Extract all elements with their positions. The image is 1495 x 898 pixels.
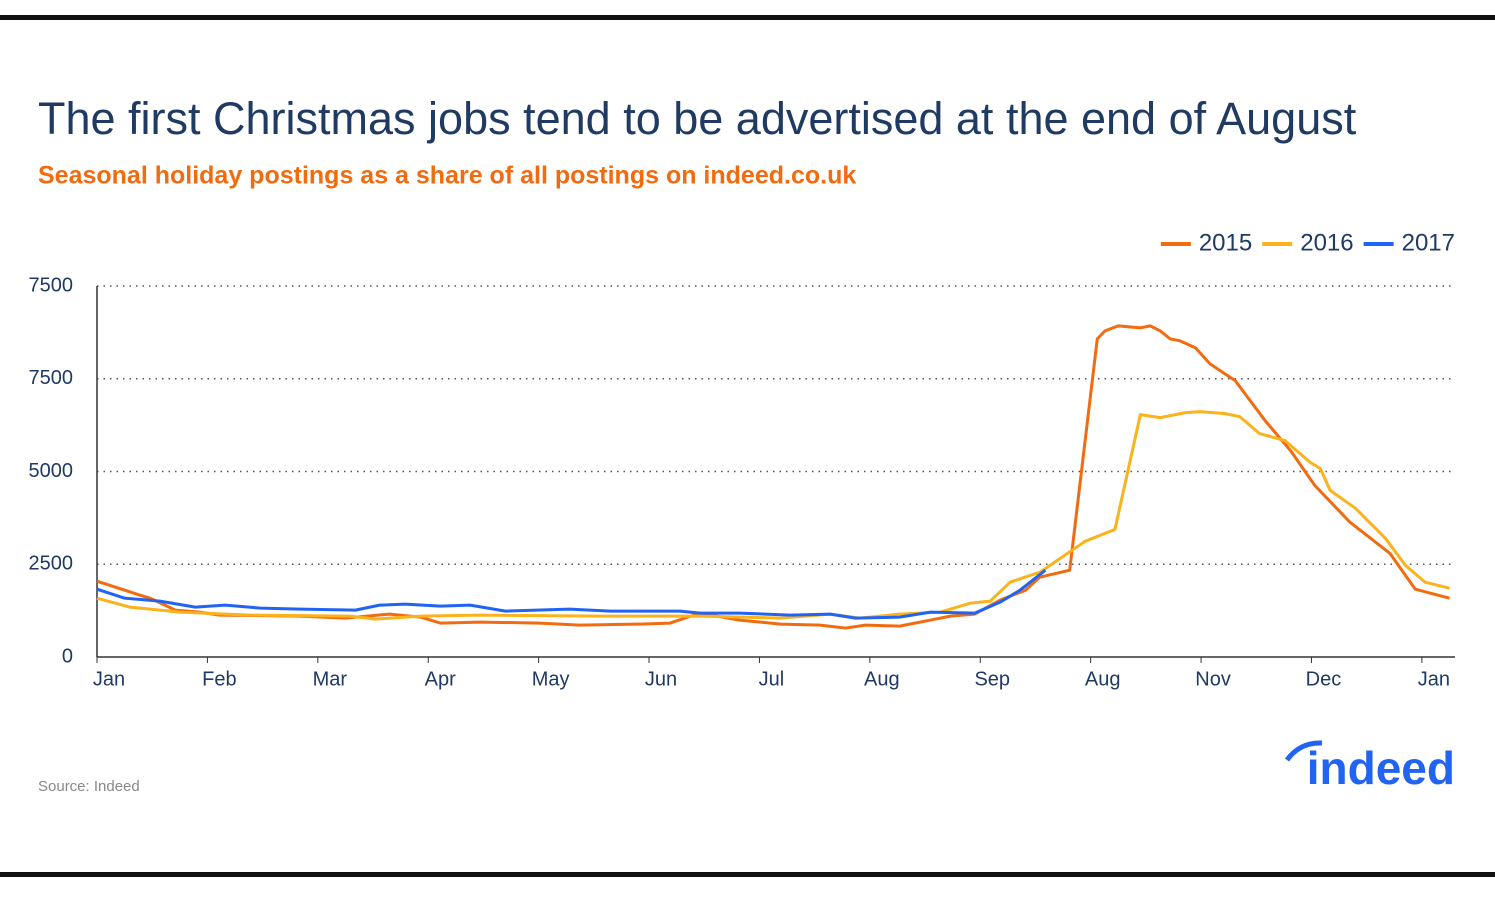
source: Source: Indeed <box>38 778 140 795</box>
x-tick-label: Mar <box>313 668 348 690</box>
y-tick-label: 7500 <box>29 367 74 389</box>
y-tick-label: 5000 <box>29 460 74 482</box>
x-tick-label: Nov <box>1195 668 1231 690</box>
legend-label: 2017 <box>1402 229 1455 256</box>
x-tick-label: Aug <box>1085 668 1121 690</box>
x-tick-label: Jan <box>93 668 125 690</box>
top-rule <box>0 15 1495 20</box>
legend-label: 2015 <box>1199 229 1252 256</box>
legend-label: 2016 <box>1300 229 1353 256</box>
x-tick-label: Dec <box>1306 668 1342 690</box>
x-tick-label: Jun <box>645 668 677 690</box>
x-tick-label: May <box>532 668 570 690</box>
line-series <box>96 410 1450 621</box>
chart-subtitle: Seasonal holiday postings as a share of … <box>38 162 856 190</box>
x-tick-label: Aug <box>864 668 900 690</box>
chart-title: The first Christmas jobs tend to be adve… <box>38 93 1357 144</box>
x-tick-label: Apr <box>425 668 456 690</box>
line-series <box>96 324 1450 630</box>
logo-arc <box>1284 740 1323 762</box>
logo: indeed <box>1307 742 1455 794</box>
line-series <box>96 569 1047 620</box>
bottom-rule <box>0 872 1495 877</box>
x-tick-label: Feb <box>202 668 236 690</box>
x-tick-label: Sep <box>974 668 1010 690</box>
y-tick-label: 7500 <box>29 274 74 296</box>
x-tick-label: Jan <box>1418 668 1450 690</box>
y-tick-label: 2500 <box>29 553 74 575</box>
y-tick-label: 0 <box>62 645 73 667</box>
x-tick-label: Jul <box>759 668 785 690</box>
